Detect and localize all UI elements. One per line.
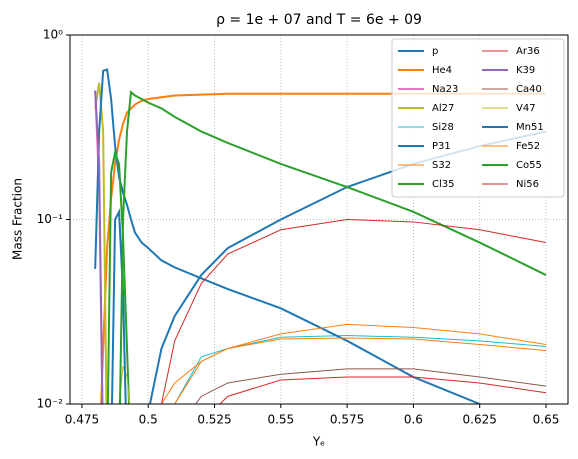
x-tick-label: 0.5 bbox=[139, 413, 158, 427]
legend-label: P31 bbox=[432, 141, 451, 152]
series-line bbox=[174, 337, 547, 404]
series-line bbox=[160, 218, 547, 404]
x-tick-label: 0.625 bbox=[463, 413, 497, 427]
legend-label: Cl35 bbox=[432, 179, 455, 190]
legend-label: K39 bbox=[516, 65, 535, 76]
chart-title: ρ = 1e + 07 and T = 6e + 09 bbox=[216, 12, 422, 28]
legend-label: Al27 bbox=[432, 103, 454, 114]
series-line bbox=[100, 92, 546, 404]
legend-label: p bbox=[432, 46, 438, 57]
legend-box bbox=[391, 38, 565, 198]
series-line bbox=[94, 90, 104, 404]
x-tick-label: 0.525 bbox=[197, 413, 231, 427]
series-line bbox=[160, 323, 547, 404]
legend-label: He4 bbox=[432, 65, 452, 76]
y-tick-label: 10⁰ bbox=[43, 28, 63, 42]
series-line bbox=[174, 335, 547, 404]
x-axis-label: Yₑ bbox=[312, 435, 325, 449]
y-tick-label: 10⁻¹ bbox=[37, 212, 64, 226]
x-tick-label: 0.475 bbox=[65, 413, 99, 427]
x-tick-label: 0.6 bbox=[404, 413, 423, 427]
x-tick-label: 0.55 bbox=[267, 413, 294, 427]
series-line bbox=[106, 149, 131, 404]
legend: p He4 Na23 Al27 Si28 P31 S32 Cl35 Ar36 K39 Ca40 V47… bbox=[391, 38, 565, 198]
legend-label: Co55 bbox=[516, 160, 542, 171]
x-tick-label: 0.575 bbox=[330, 413, 364, 427]
legend-label: Ca40 bbox=[516, 84, 542, 95]
series-line bbox=[111, 208, 127, 404]
legend-label: S32 bbox=[432, 160, 451, 171]
legend-label: Si28 bbox=[432, 122, 454, 133]
legend-label: Fe52 bbox=[516, 141, 540, 152]
series-line bbox=[118, 90, 547, 404]
series-line bbox=[94, 68, 483, 404]
y-axis-label: Mass Fraction bbox=[11, 178, 25, 260]
series-line bbox=[195, 368, 547, 404]
legend-label: V47 bbox=[516, 103, 536, 114]
legend-label: Na23 bbox=[432, 84, 458, 95]
legend-label: Mn51 bbox=[516, 122, 544, 133]
plot-frame bbox=[69, 34, 569, 405]
legend-label: Ni56 bbox=[516, 179, 539, 190]
y-tick-label: 10⁻² bbox=[37, 397, 64, 411]
x-tick-label: 0.65 bbox=[533, 413, 560, 427]
legend-label: Ar36 bbox=[516, 46, 540, 57]
series-line bbox=[219, 376, 547, 404]
